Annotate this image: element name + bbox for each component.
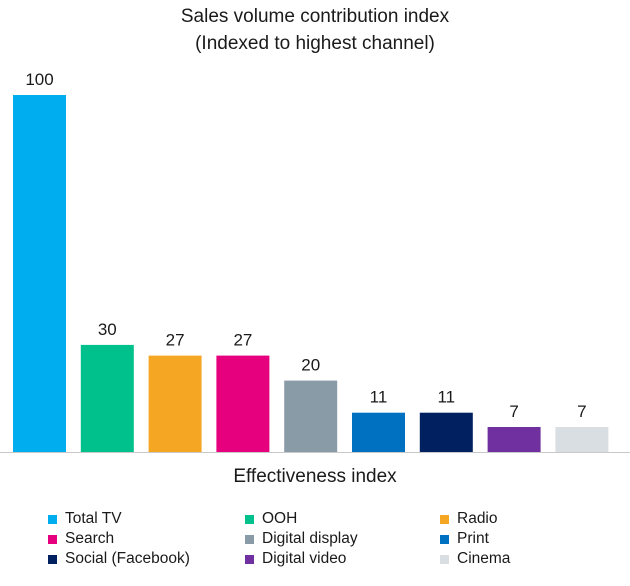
bar-radio [148, 355, 202, 452]
legend-item: Radio [440, 510, 498, 528]
legend-item: Digital display [245, 530, 358, 548]
legend-swatch [440, 514, 449, 524]
legend-label: Search [65, 530, 115, 547]
legend-item: Cinema [440, 550, 510, 568]
data-label: 30 [98, 320, 117, 339]
data-label: 20 [301, 356, 320, 375]
data-label: 7 [577, 402, 586, 421]
bar-total-tv [13, 95, 66, 452]
legend-label: Radio [457, 510, 498, 527]
legend-swatch [48, 514, 57, 524]
legend-swatch [245, 554, 254, 564]
legend-item: Social (Facebook) [48, 550, 190, 568]
bar-search [216, 355, 270, 452]
legend-label: Print [457, 530, 489, 547]
data-label: 7 [509, 402, 518, 421]
legend-label: Social (Facebook) [65, 550, 190, 567]
legend-item: Total TV [48, 510, 122, 528]
legend-label: OOH [262, 510, 298, 527]
bar-digital-video [487, 427, 541, 452]
x-axis-label: Effectiveness index [233, 466, 397, 487]
data-label: 100 [25, 70, 53, 89]
bar-cinema [555, 427, 609, 452]
legend-label: Digital display [262, 530, 358, 547]
legend-swatch [48, 554, 57, 564]
legend-item: OOH [245, 510, 297, 528]
legend-swatch [245, 514, 254, 524]
legend-label: Digital video [262, 550, 347, 567]
legend: Total TV OOH Radio Search Digital display Pri… [0, 506, 630, 586]
legend-swatch [245, 534, 254, 544]
legend-label: Total TV [65, 510, 122, 527]
data-label: 27 [233, 331, 252, 350]
data-label: 27 [166, 331, 185, 350]
bar-social-facebook [419, 412, 473, 452]
chart-subtitle: (Indexed to highest channel) [195, 33, 435, 54]
bar-chart: 100 30 27 27 20 11 11 7 7 [0, 70, 630, 453]
legend-swatch [440, 554, 449, 564]
bar-print [352, 412, 405, 452]
legend-label: Cinema [457, 550, 511, 567]
data-label: 11 [437, 388, 455, 407]
legend-item: Print [440, 530, 489, 548]
data-label: 11 [370, 388, 388, 407]
bar-ooh [80, 344, 134, 452]
legend-swatch [48, 534, 57, 544]
bar-digital-display [284, 380, 338, 452]
chart-title: Sales volume contribution index [180, 6, 450, 27]
legend-item: Search [48, 530, 114, 548]
legend-swatch [440, 534, 449, 544]
legend-item: Digital video [245, 550, 346, 568]
